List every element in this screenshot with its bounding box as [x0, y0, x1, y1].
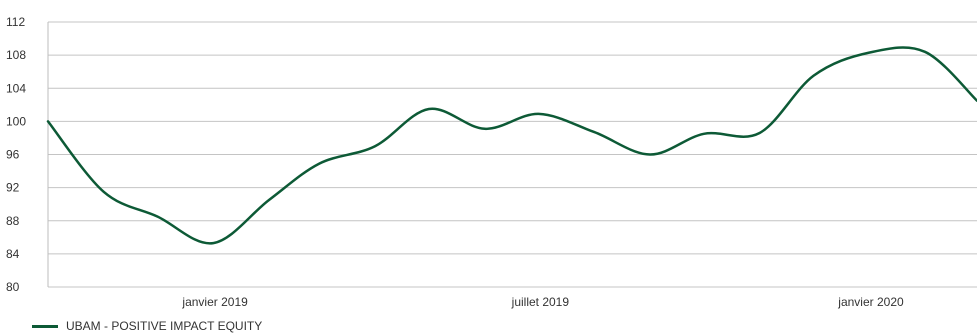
y-tick-label: 80: [6, 280, 20, 294]
y-tick-label: 108: [6, 48, 26, 62]
y-tick-label: 96: [6, 148, 20, 162]
x-tick-label: janvier 2020: [837, 295, 904, 309]
y-axis: 80 84 88 92 96 100 104 108 112: [6, 15, 49, 294]
y-tick-label: 112: [6, 15, 25, 29]
y-tick-label: 104: [6, 81, 26, 95]
legend-label: UBAM - POSITIVE IMPACT EQUITY: [66, 319, 263, 333]
y-tick-label: 100: [6, 114, 26, 128]
series-group: [46, 46, 977, 245]
x-axis: janvier 2019 juillet 2019 janvier 2020: [181, 295, 904, 309]
y-tick-label: 84: [6, 247, 20, 261]
y-tick-label: 88: [6, 214, 20, 228]
legend: UBAM - POSITIVE IMPACT EQUITY: [32, 317, 262, 335]
x-tick-label: juillet 2019: [511, 295, 570, 309]
legend-swatch: [32, 324, 58, 328]
x-tick-label: janvier 2019: [181, 295, 248, 309]
y-tick-label: 92: [6, 181, 20, 195]
series-line-0: [46, 46, 977, 245]
